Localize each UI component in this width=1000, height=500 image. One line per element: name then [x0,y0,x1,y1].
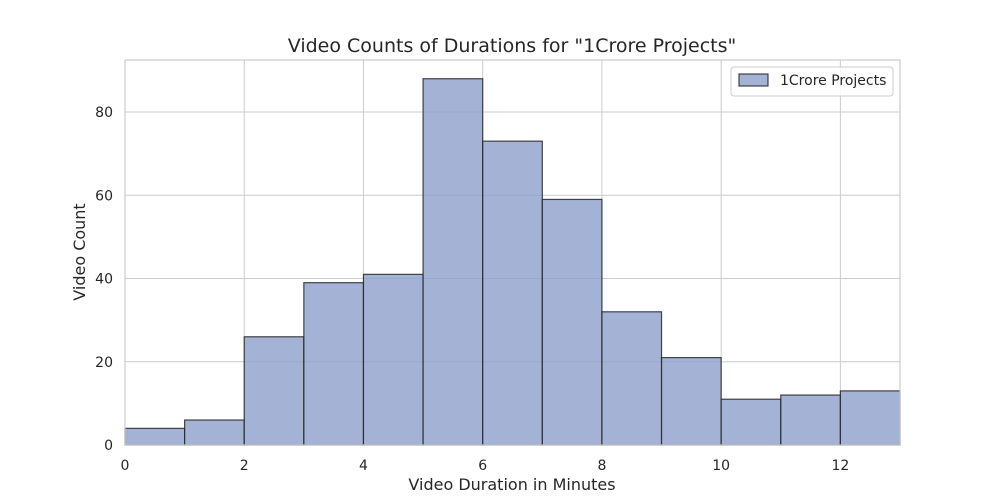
y-axis-ticks: 0 20 40 60 80 [95,105,113,454]
x-tick-label: 12 [831,458,849,474]
legend-label: 1Crore Projects [780,73,886,89]
histogram-bar [124,427,186,446]
x-tick-label: 8 [597,458,606,474]
bars [124,78,901,446]
x-tick-label: 4 [359,458,368,474]
x-tick-label: 6 [478,458,487,474]
y-axis-label: Video Count [70,203,89,300]
chart-title: Video Counts of Durations for "1Crore Pr… [288,35,737,57]
y-tick-label: 20 [95,355,113,371]
x-tick-label: 0 [121,458,130,474]
y-tick-label: 60 [95,188,113,204]
legend: 1Crore Projects [730,66,894,97]
y-tick-label: 40 [95,272,113,288]
histogram-bar [243,336,305,446]
histogram-bar [660,356,722,446]
histogram-bar [362,273,424,446]
histogram-bar [720,398,782,446]
plot-area-frame [124,59,901,446]
legend-box [730,66,894,97]
x-tick-label: 10 [712,458,730,474]
histogram-bar [303,282,365,446]
histogram-bar [482,140,543,446]
x-axis-ticks: 0 2 4 6 8 10 12 [121,458,850,474]
y-tick-label: 80 [95,105,113,121]
histogram-bar [780,394,841,446]
histogram-bar [601,311,663,446]
x-axis-label: Video Duration in Minutes [408,475,615,494]
histogram-bar [839,390,901,446]
legend-swatch [738,73,769,87]
histogram-bar [422,78,484,446]
x-tick-label: 2 [240,458,249,474]
histogram-bar [541,198,603,446]
y-tick-label: 0 [104,438,113,454]
histogram-bar [184,419,245,446]
